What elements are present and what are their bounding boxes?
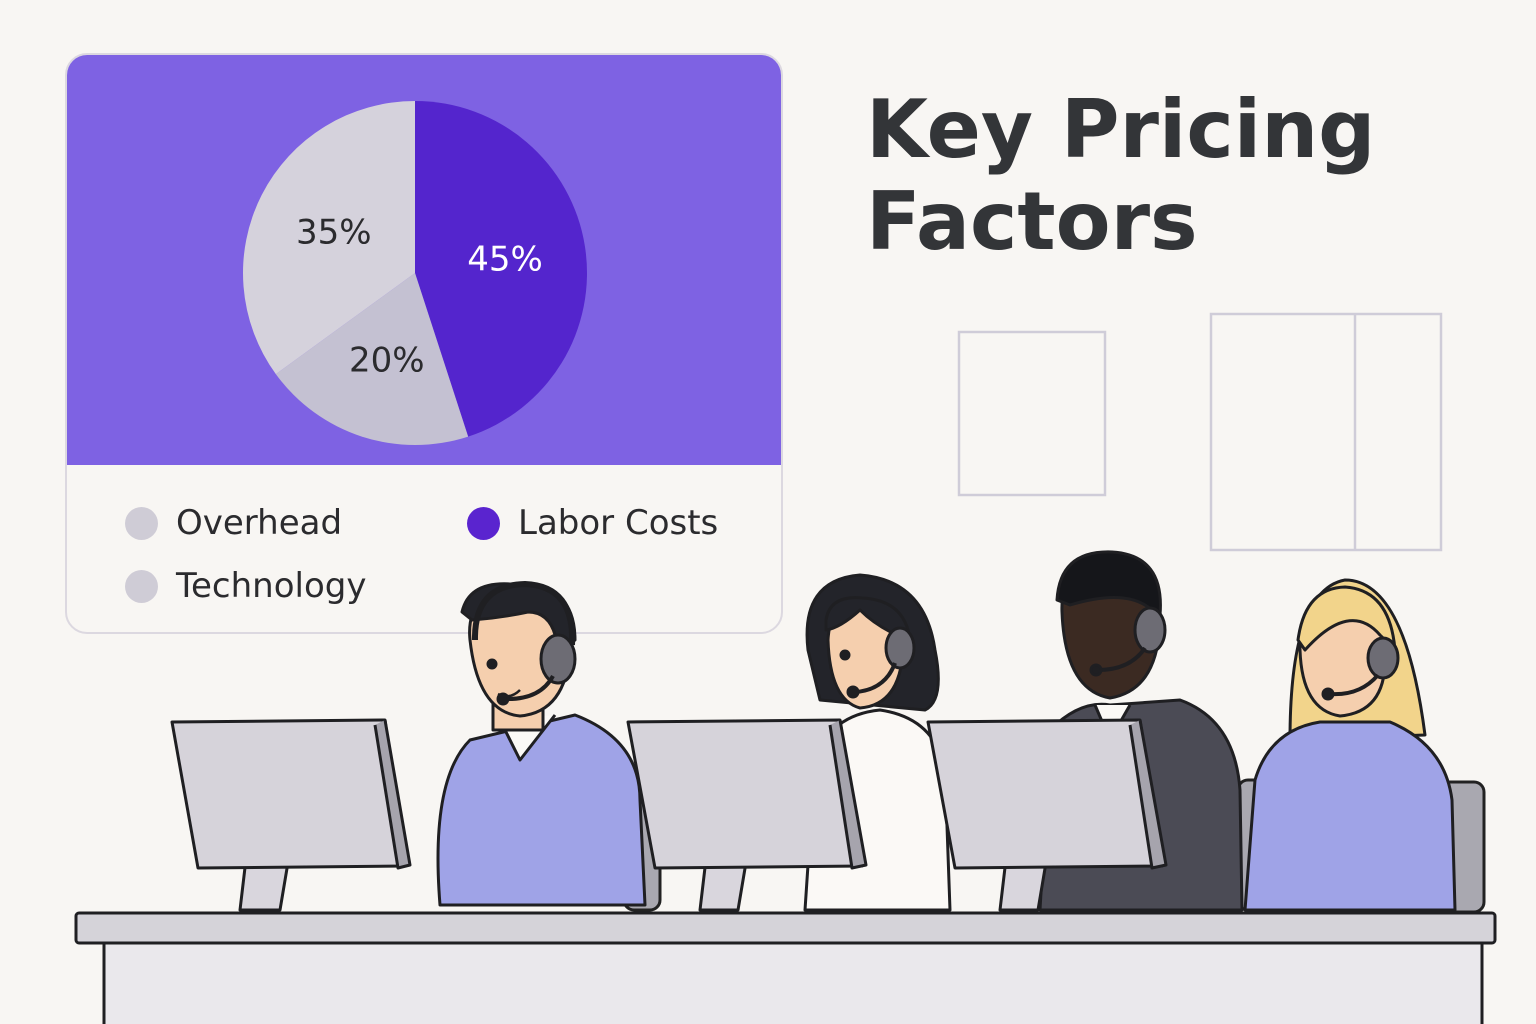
- legend-label-technology: Technology: [176, 566, 367, 606]
- agent-1: [436, 581, 647, 907]
- pie-label-labor-costs: 45%: [467, 240, 543, 280]
- pie-slice-technology: [275, 273, 469, 445]
- pie-slice-labor-costs: [415, 101, 588, 437]
- legend-label-labor-costs: Labor Costs: [518, 503, 719, 543]
- legend-dot-overhead: [125, 506, 158, 540]
- legend-dot-technology: [125, 569, 158, 603]
- pie-label-technology: 20%: [349, 341, 425, 381]
- monitors: [170, 718, 1168, 912]
- legend-item-technology: Technology: [125, 566, 366, 606]
- legend-item-overhead: Overhead: [125, 503, 342, 543]
- wall-frame-small: [957, 330, 1107, 497]
- pie-label-overhead: 35%: [296, 213, 372, 253]
- page-title: Key Pricing Factors: [866, 83, 1376, 268]
- wall-frames: [957, 312, 1443, 552]
- pie-chart: 45% 20% 35%: [243, 101, 588, 445]
- pie-chart-card: 45% 20% 35% Overhead Labor Costs Technolog…: [65, 53, 783, 634]
- desk: [74, 911, 1497, 1024]
- pie-slice-overhead: [243, 101, 415, 375]
- chart-legend: Overhead Labor Costs Technology: [67, 465, 781, 632]
- wall-frame-large: [1209, 312, 1443, 552]
- legend-dot-labor-costs: [467, 506, 500, 540]
- legend-item-labor-costs: Labor Costs: [467, 503, 718, 543]
- legend-label-overhead: Overhead: [176, 503, 343, 543]
- agent-4: [1243, 578, 1457, 912]
